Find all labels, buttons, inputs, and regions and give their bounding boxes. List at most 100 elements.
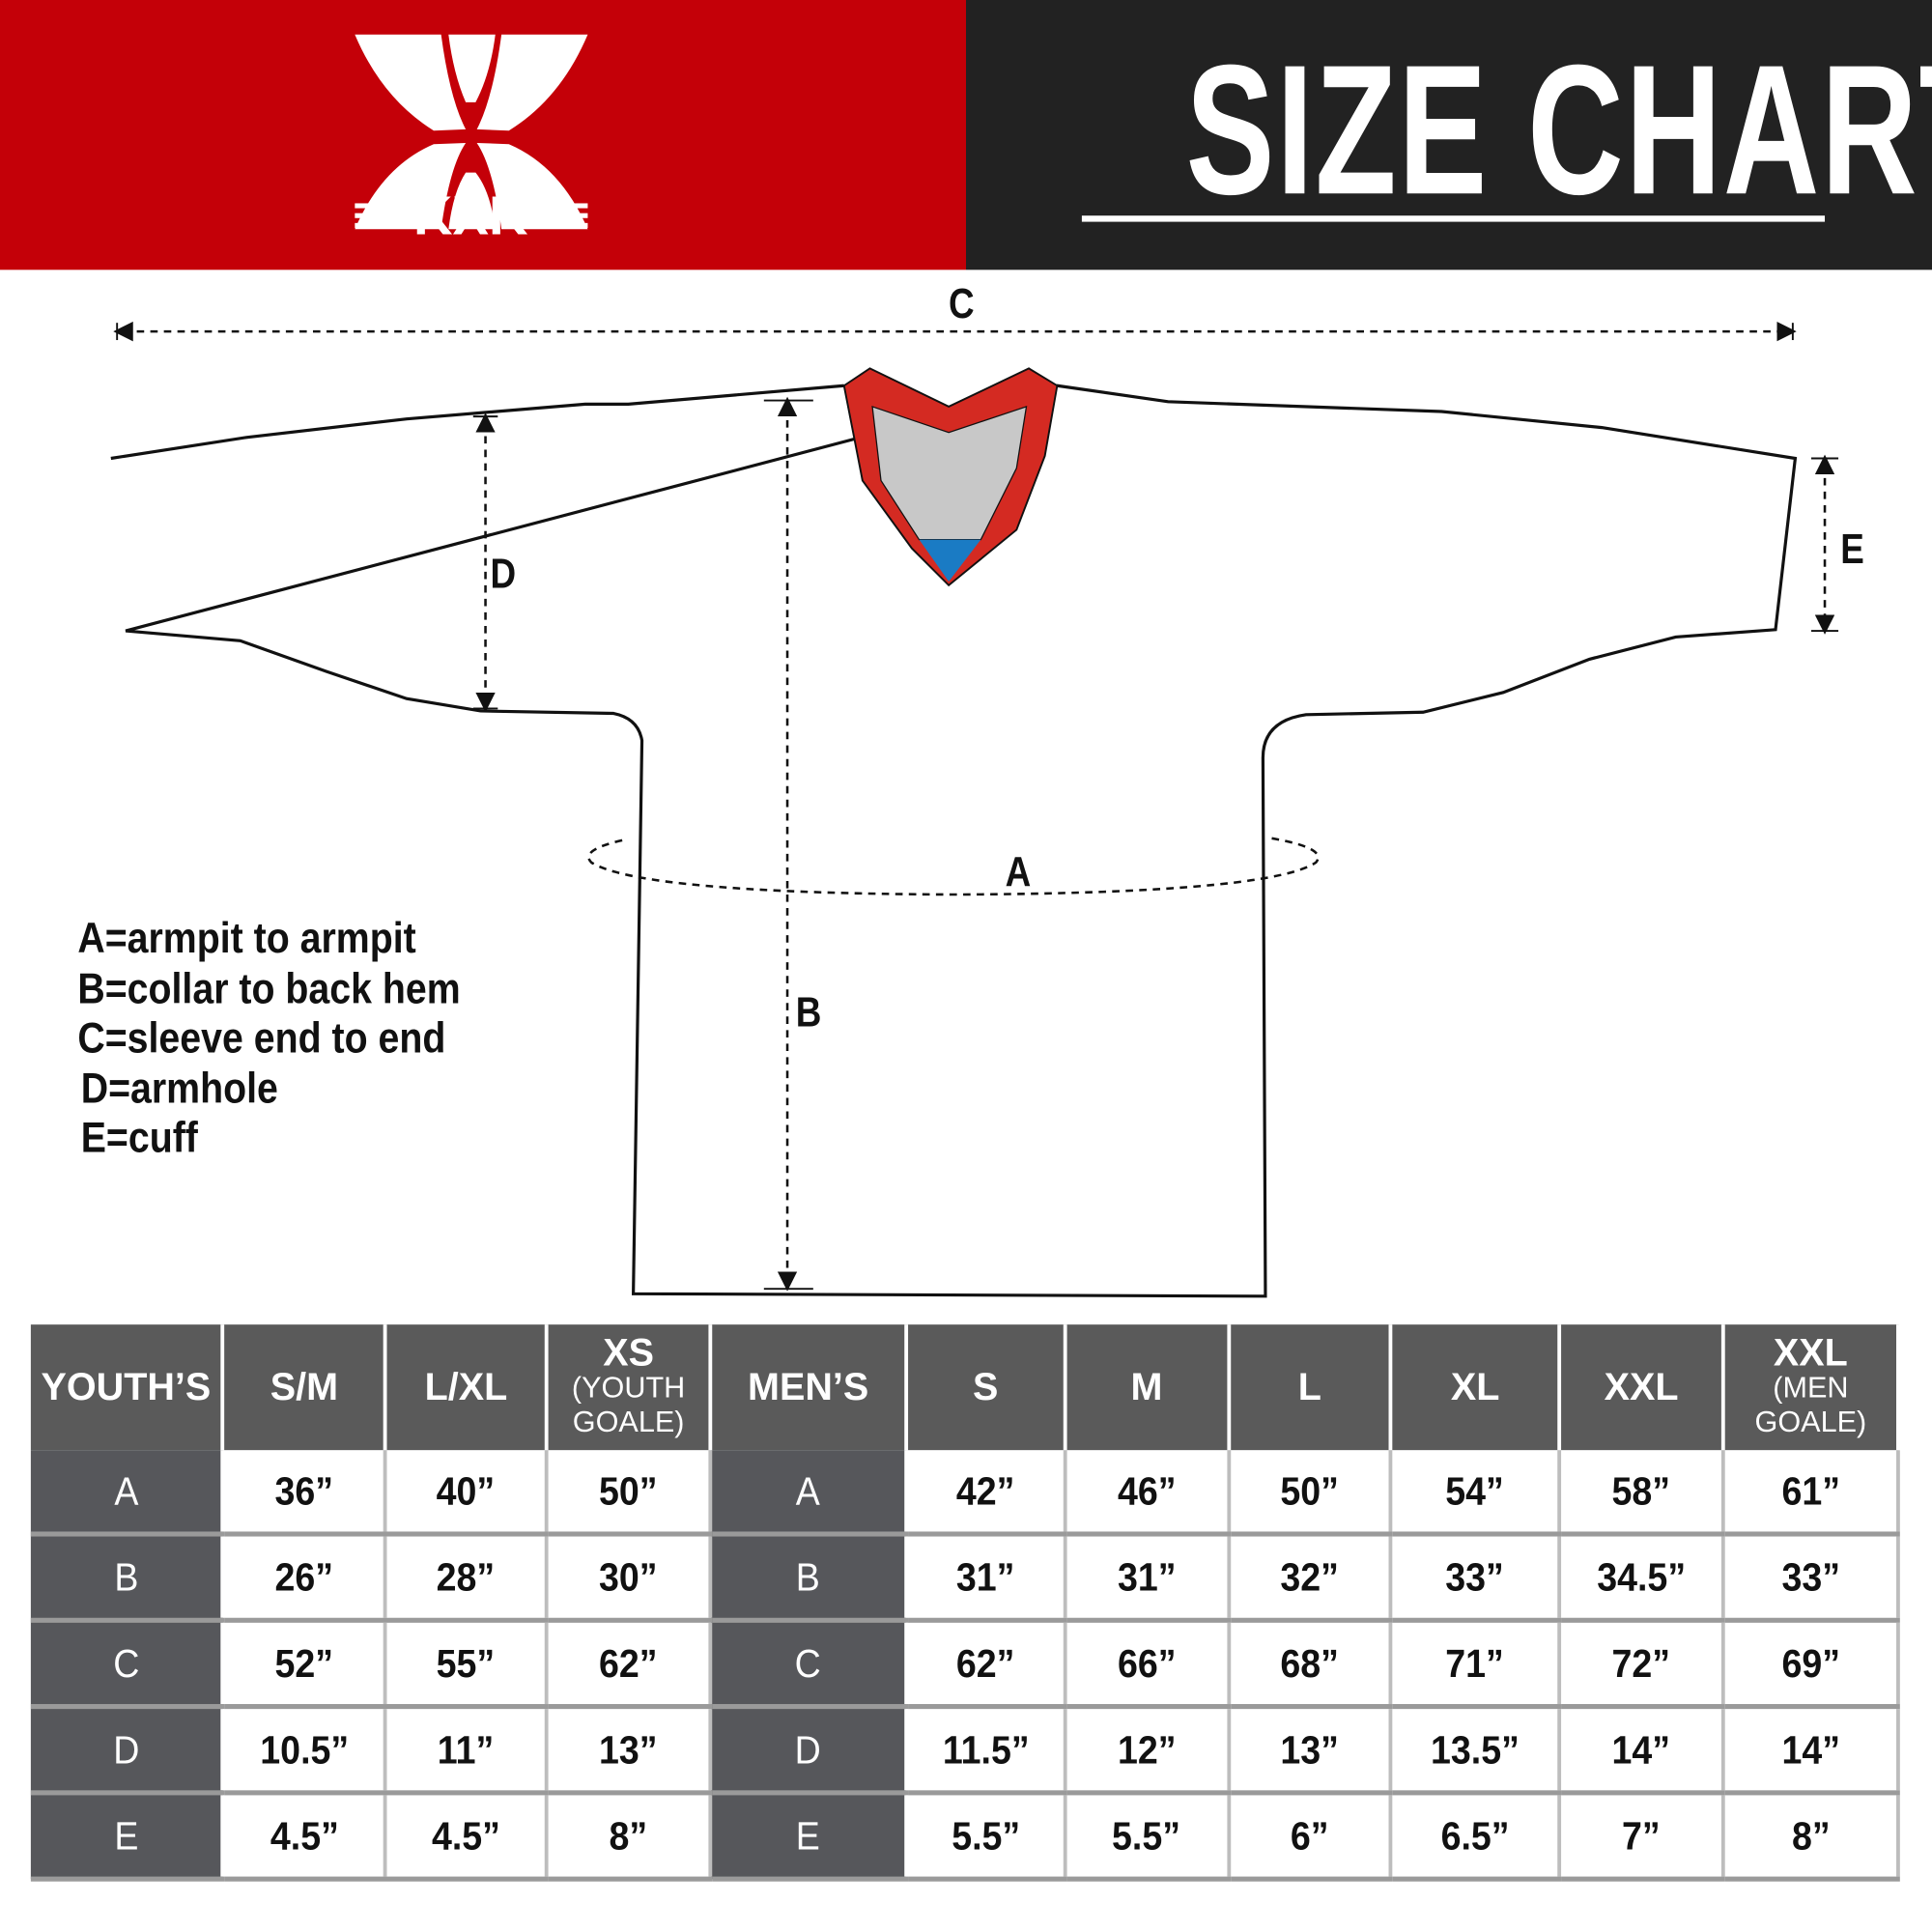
cell-value: 8” <box>609 1812 648 1858</box>
header-brand-panel: KXK <box>0 0 966 270</box>
row-label: A <box>710 1450 908 1537</box>
table-cell: 42” <box>905 1450 1067 1537</box>
label-e: E <box>1840 526 1864 574</box>
legend-item: B=collar to back hem <box>77 964 461 1012</box>
table-cell: 11” <box>384 1706 549 1796</box>
column-header-label: MEN’S <box>748 1365 869 1408</box>
table-cell: 6” <box>1228 1792 1393 1882</box>
title-underline <box>1081 215 1826 222</box>
table-cell: 36” <box>222 1450 387 1537</box>
row-label: E <box>30 1792 225 1882</box>
table-row: D 10.5” 11” 13” D 11.5” 12” 13” 13.5” 14” 14” <box>30 1706 1900 1796</box>
table-cell: 8” <box>546 1792 713 1882</box>
table-cell: 4.5” <box>384 1792 549 1882</box>
table-cell: 31” <box>1065 1534 1231 1623</box>
cell-value: 50” <box>599 1467 658 1513</box>
table-cell: 58” <box>1559 1450 1725 1537</box>
cell-value: 13.5” <box>1431 1726 1520 1772</box>
row-label: B <box>710 1534 908 1623</box>
legend-item: C=sleeve end to end <box>77 1013 446 1063</box>
table-cell: 69” <box>1722 1620 1900 1710</box>
cell-value: 32” <box>1280 1554 1340 1599</box>
row-label: C <box>710 1620 908 1710</box>
column-header: L/XL <box>384 1324 549 1451</box>
cell-value: 13” <box>599 1726 658 1772</box>
measurement-legend: A=armpit to armpit B=collar to back hem … <box>77 914 460 1163</box>
label-c: C <box>948 280 975 328</box>
table-cell: 13” <box>1228 1706 1393 1796</box>
row-label: D <box>710 1706 908 1796</box>
table-cell: 30” <box>546 1534 713 1623</box>
table-cell: 12” <box>1065 1706 1231 1796</box>
cell-value: 13” <box>1280 1726 1340 1772</box>
table-cell: 46” <box>1065 1450 1231 1537</box>
table-cell: 50” <box>546 1450 713 1537</box>
jersey-outline <box>110 384 1798 1298</box>
table-cell: 14” <box>1559 1706 1725 1796</box>
cell-value: 36” <box>274 1467 334 1513</box>
table-row: E 4.5” 4.5” 8” E 5.5” 5.5” 6” 6.5” 7” 8” <box>30 1792 1900 1882</box>
cell-value: 40” <box>437 1467 496 1513</box>
cell-value: 8” <box>1791 1812 1831 1858</box>
cell-value: 31” <box>1117 1554 1177 1599</box>
cell-value: 6.5” <box>1440 1812 1510 1858</box>
collar <box>842 367 1059 587</box>
row-label: D <box>30 1706 225 1796</box>
cell-value: 72” <box>1611 1640 1671 1686</box>
cell-value: 4.5” <box>431 1812 500 1858</box>
cell-value: 50” <box>1280 1467 1340 1513</box>
logo-wordmark: KXK <box>413 185 527 245</box>
table-cell: 71” <box>1390 1620 1562 1710</box>
cell-value: 5.5” <box>951 1812 1020 1858</box>
cell-value: 61” <box>1781 1467 1840 1513</box>
table-cell: 5.5” <box>905 1792 1067 1882</box>
table-cell: 68” <box>1228 1620 1393 1710</box>
column-header-label: XS <box>603 1330 654 1375</box>
legend-item: A=armpit to armpit <box>77 914 416 963</box>
table-cell: 34.5” <box>1559 1534 1725 1623</box>
table-cell: 4.5” <box>222 1792 387 1882</box>
cell-value: 11” <box>438 1726 495 1772</box>
table-cell: 54” <box>1390 1450 1562 1537</box>
table-cell: 72” <box>1559 1620 1725 1710</box>
column-header: XS (YOUTH GOALE) <box>546 1324 713 1451</box>
label-d: D <box>490 551 517 598</box>
cell-value: C <box>112 1640 139 1686</box>
table-cell: 55” <box>384 1620 549 1710</box>
table-cell: 31” <box>905 1534 1067 1623</box>
cell-value: 5.5” <box>1112 1812 1181 1858</box>
table-cell: 66” <box>1065 1620 1231 1710</box>
cell-value: 4.5” <box>270 1812 339 1858</box>
cell-value: 68” <box>1280 1640 1340 1686</box>
cell-value: 69” <box>1781 1640 1840 1686</box>
table-cell: 13” <box>546 1706 713 1796</box>
table-cell: 40” <box>384 1450 549 1537</box>
table-cell: 6.5” <box>1390 1792 1562 1882</box>
column-header-sublabel: (YOUTH GOALE) <box>571 1371 686 1439</box>
cell-value: 71” <box>1445 1640 1505 1686</box>
size-table: YOUTH’S S/M L/XL XS (YOUTH GOALE) MEN’S S M L XL X… <box>30 1324 1900 1882</box>
cell-value: C <box>795 1640 822 1686</box>
column-header: XXL (MEN GOALE) <box>1722 1324 1900 1451</box>
table-cell: 32” <box>1228 1534 1393 1623</box>
table-row: C 52” 55” 62” C 62” 66” 68” 71” 72” 69” <box>30 1620 1900 1710</box>
cell-value: 28” <box>437 1554 496 1599</box>
kxk-logo: KXK <box>355 34 588 245</box>
column-header: S/M <box>222 1324 387 1451</box>
column-header: MEN’S <box>710 1324 908 1451</box>
cell-value: 10.5” <box>259 1726 349 1772</box>
cell-value: 14” <box>1611 1726 1671 1772</box>
column-header: XXL <box>1559 1324 1725 1451</box>
cell-value: 12” <box>1117 1726 1177 1772</box>
table-cell: 26” <box>222 1534 387 1623</box>
cell-value: 6” <box>1290 1812 1329 1858</box>
cell-value: E <box>796 1812 821 1858</box>
column-header: M <box>1065 1324 1231 1451</box>
jersey-diagram <box>110 321 1839 1298</box>
table-cell: 14” <box>1722 1706 1900 1796</box>
cell-value: A <box>113 1467 138 1513</box>
column-header: YOUTH’S <box>30 1324 225 1451</box>
cell-value: 7” <box>1622 1812 1661 1858</box>
cell-value: 14” <box>1781 1726 1840 1772</box>
